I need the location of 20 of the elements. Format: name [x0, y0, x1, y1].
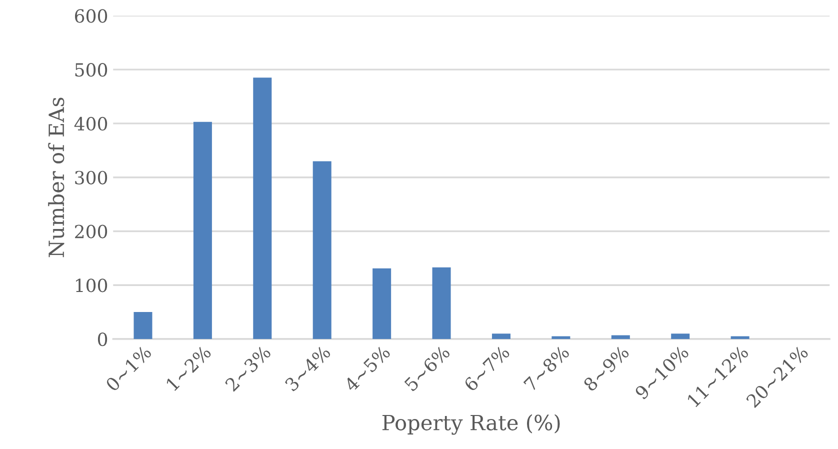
bar	[671, 334, 690, 339]
bar	[134, 312, 152, 339]
y-tick-label: 100	[76, 278, 108, 292]
bar	[193, 122, 212, 339]
y-axis-title: Number of EAs	[48, 98, 64, 258]
bar	[253, 78, 272, 339]
y-tick-label: 300	[75, 170, 108, 184]
bar	[611, 335, 630, 339]
bar	[730, 336, 750, 339]
y-tick-label: 0	[98, 332, 108, 346]
y-tick-label: 400	[74, 116, 108, 131]
x-axis-title: Poperty Rate (%)	[382, 414, 560, 435]
y-tick-label: 500	[75, 63, 108, 77]
bar	[432, 267, 451, 339]
bar	[312, 161, 332, 339]
y-tick-label: 600	[75, 9, 108, 23]
bar	[492, 334, 510, 339]
y-tick-label: 200	[75, 224, 108, 238]
bar	[552, 336, 570, 339]
bar	[372, 268, 392, 339]
